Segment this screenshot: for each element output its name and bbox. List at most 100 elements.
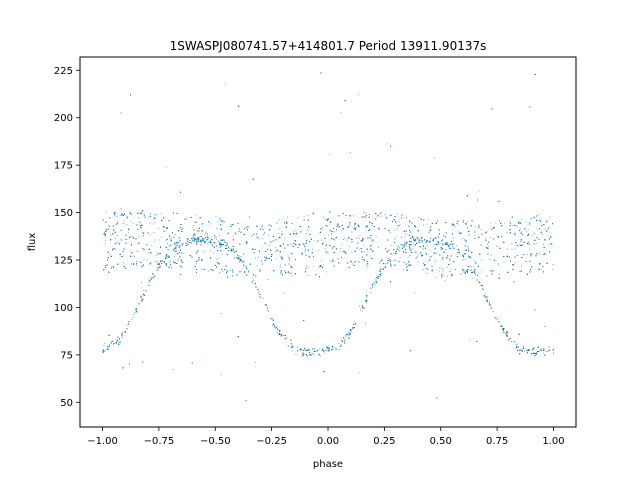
data-point bbox=[544, 228, 546, 230]
data-point bbox=[529, 249, 531, 251]
data-point bbox=[291, 274, 293, 276]
data-point bbox=[348, 224, 350, 226]
data-point bbox=[526, 230, 528, 232]
data-point bbox=[221, 253, 223, 255]
data-point bbox=[257, 256, 259, 258]
data-point bbox=[423, 269, 424, 270]
data-point bbox=[350, 152, 351, 153]
data-point bbox=[141, 295, 142, 297]
data-point bbox=[536, 219, 538, 221]
data-point bbox=[283, 292, 285, 294]
data-point bbox=[404, 242, 406, 244]
data-point bbox=[506, 231, 508, 233]
data-point bbox=[466, 223, 467, 225]
data-point bbox=[399, 224, 401, 226]
data-point bbox=[139, 301, 141, 303]
data-point bbox=[391, 253, 393, 255]
data-point bbox=[466, 221, 468, 223]
data-point bbox=[522, 241, 524, 243]
data-point bbox=[536, 228, 538, 230]
data-point bbox=[478, 272, 480, 274]
data-point bbox=[110, 234, 112, 236]
data-point bbox=[545, 351, 547, 352]
data-point bbox=[230, 270, 231, 272]
data-point bbox=[218, 220, 220, 222]
data-point bbox=[257, 292, 259, 293]
data-point bbox=[465, 224, 467, 226]
data-point bbox=[141, 300, 143, 302]
data-point bbox=[450, 248, 452, 249]
data-point bbox=[341, 230, 343, 231]
data-point bbox=[530, 353, 532, 355]
data-point bbox=[493, 237, 495, 239]
data-point bbox=[472, 277, 474, 279]
data-point bbox=[537, 351, 539, 352]
data-point bbox=[315, 351, 317, 352]
data-point bbox=[337, 343, 339, 344]
data-point bbox=[241, 259, 242, 260]
data-point bbox=[385, 265, 387, 267]
data-point bbox=[320, 355, 321, 357]
data-point bbox=[171, 267, 172, 269]
data-point bbox=[216, 227, 218, 229]
data-point bbox=[267, 310, 269, 312]
data-point bbox=[278, 237, 280, 239]
data-point bbox=[105, 237, 106, 239]
data-point bbox=[175, 253, 177, 255]
data-point bbox=[186, 217, 188, 219]
data-point bbox=[398, 222, 400, 223]
data-point bbox=[241, 270, 243, 272]
data-point bbox=[379, 229, 381, 230]
data-point bbox=[416, 239, 418, 241]
data-point bbox=[527, 242, 529, 243]
data-point bbox=[508, 221, 510, 223]
data-point bbox=[351, 252, 353, 254]
data-point bbox=[136, 224, 137, 226]
data-point bbox=[361, 307, 363, 309]
data-point bbox=[281, 231, 283, 233]
data-point bbox=[149, 234, 151, 236]
data-point bbox=[329, 261, 331, 263]
data-point bbox=[110, 342, 112, 344]
data-point bbox=[167, 242, 168, 244]
data-point bbox=[141, 232, 143, 234]
data-point bbox=[462, 238, 464, 239]
data-point bbox=[143, 289, 145, 291]
data-point bbox=[366, 296, 368, 298]
data-point bbox=[423, 224, 424, 226]
data-point bbox=[506, 248, 508, 250]
data-point bbox=[149, 222, 151, 224]
data-point bbox=[464, 259, 466, 261]
data-point bbox=[175, 245, 177, 247]
data-point bbox=[287, 216, 288, 218]
data-point bbox=[541, 230, 543, 232]
data-point bbox=[442, 244, 444, 246]
data-point bbox=[278, 233, 280, 235]
data-point bbox=[210, 250, 212, 252]
data-point bbox=[442, 271, 444, 273]
data-point bbox=[156, 214, 158, 215]
data-point bbox=[323, 216, 324, 218]
data-point bbox=[177, 243, 178, 244]
data-point bbox=[266, 256, 267, 258]
data-point bbox=[444, 280, 446, 282]
data-point bbox=[469, 265, 471, 267]
data-point bbox=[522, 244, 524, 246]
data-point bbox=[192, 226, 194, 228]
data-point bbox=[233, 223, 235, 225]
data-point bbox=[332, 348, 334, 349]
data-point bbox=[292, 350, 294, 352]
data-point bbox=[206, 239, 208, 241]
data-point bbox=[277, 332, 278, 334]
data-point bbox=[517, 349, 519, 351]
data-point bbox=[543, 348, 545, 350]
data-point bbox=[394, 229, 396, 231]
data-point bbox=[519, 227, 521, 229]
data-point bbox=[446, 241, 448, 243]
data-point bbox=[354, 321, 356, 323]
data-point bbox=[187, 239, 189, 241]
data-point bbox=[245, 223, 247, 225]
data-point bbox=[129, 250, 131, 252]
data-point bbox=[449, 243, 451, 245]
data-point bbox=[467, 245, 469, 247]
